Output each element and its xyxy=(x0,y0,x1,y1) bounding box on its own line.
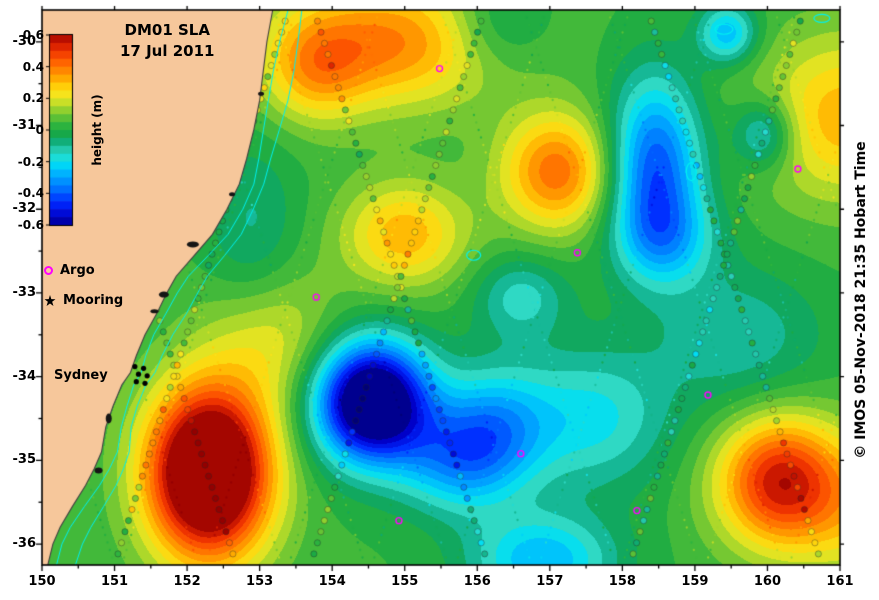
legend-mooring: Mooring xyxy=(44,293,123,308)
legend-argo-label: Argo xyxy=(60,263,95,278)
colorbar-tick-label: -0.6 xyxy=(17,218,44,232)
lon-tick-label: 160 xyxy=(753,574,782,589)
lat-tick-label: -33 xyxy=(12,284,37,300)
lon-tick-label: 161 xyxy=(826,574,854,589)
plot-title-line1: DM01 SLA xyxy=(124,21,210,39)
lon-tick-label: 150 xyxy=(28,574,56,589)
lon-tick-label: 152 xyxy=(173,574,201,589)
colorbar-tick-label: 0.6 xyxy=(22,28,44,42)
sydney-label: Sydney xyxy=(54,368,108,383)
lat-tick-label: -36 xyxy=(12,536,37,552)
lat-tick-label: -32 xyxy=(12,201,37,217)
lon-tick-label: 154 xyxy=(318,574,346,589)
lon-tick-label: 156 xyxy=(463,574,491,589)
colorbar-tick-label: -0.2 xyxy=(17,154,44,169)
colorbar-title: height (m) xyxy=(90,94,104,166)
legend-mooring-label: Mooring xyxy=(63,293,124,308)
credit-text: © IMOS 05-Nov-2018 21:35 Hobart Time xyxy=(853,141,869,459)
lon-tick-label: 159 xyxy=(681,574,709,589)
lon-tick-label: 151 xyxy=(100,574,129,589)
lat-tick-label: -31 xyxy=(12,117,37,133)
lon-tick-label: 155 xyxy=(391,574,419,589)
lat-tick-label: -30 xyxy=(12,33,37,49)
legend-argo: Argo xyxy=(44,263,95,278)
plot-title: DM01 SLA 17 Jul 2011 xyxy=(120,20,214,62)
colorbar-tick-label: -0.4 xyxy=(17,186,44,201)
lon-tick-label: 153 xyxy=(246,574,274,589)
colorbar-tick-label: 0.2 xyxy=(22,91,44,106)
colorbar-tick-label: 0.4 xyxy=(22,59,44,74)
argo-circle-icon xyxy=(44,266,53,275)
lon-tick-label: 157 xyxy=(536,574,564,589)
colorbar-tick-label: 0 xyxy=(35,123,44,137)
mooring-star-icon xyxy=(44,294,56,306)
lat-tick-label: -34 xyxy=(12,368,37,384)
lat-tick-label: -35 xyxy=(12,452,37,468)
plot-title-date: 17 Jul 2011 xyxy=(120,42,215,60)
lon-tick-label: 158 xyxy=(608,574,636,589)
